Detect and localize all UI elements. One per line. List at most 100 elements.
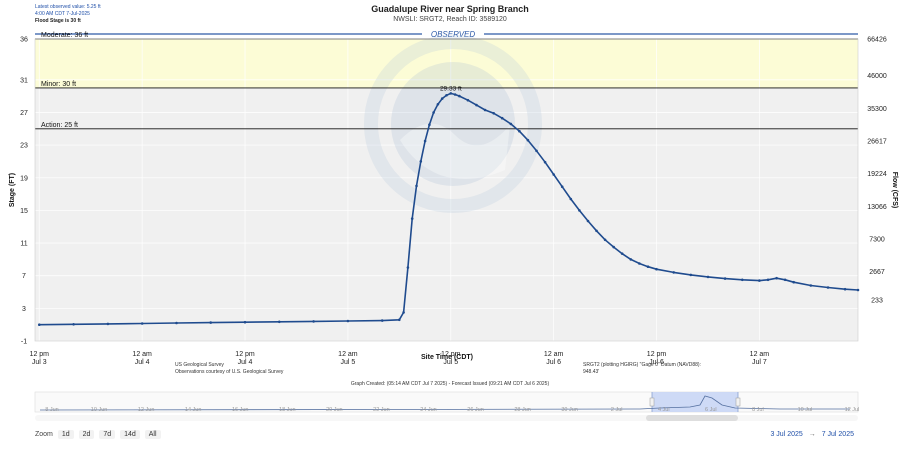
observed-point (655, 267, 658, 271)
navigator-date-label: 12 Jun (138, 407, 155, 413)
observed-point (406, 266, 410, 269)
observed-point (475, 103, 478, 107)
observed-point (741, 278, 744, 282)
observed-point (106, 322, 110, 326)
observed-point (843, 287, 847, 291)
observed-point (458, 94, 461, 98)
x-tick-label: Jul 6 (649, 359, 664, 366)
x-tick-label: Jul 7 (752, 359, 767, 366)
y-tick-label: 15 (20, 208, 28, 215)
navigator-handle-right[interactable] (735, 397, 741, 407)
observed-point (672, 271, 675, 274)
zoom-1d-button[interactable]: 1d (57, 430, 74, 439)
navigator-series (39, 395, 850, 411)
y-tick-label: 23 (20, 143, 28, 150)
y-tick-label: 31 (20, 77, 28, 84)
observed-point (38, 323, 41, 327)
observed-point (706, 275, 710, 279)
navigator-date-label: 22 Jun (373, 407, 390, 413)
y2-tick-label: 35300 (867, 106, 887, 113)
navigator-date-label: 2 Jul (611, 407, 623, 413)
navigator-date-label: 16 Jun (232, 407, 249, 413)
navigator-date-label: 14 Jun (185, 407, 202, 413)
observed-point (569, 197, 573, 201)
observed-point (856, 288, 860, 292)
observed-point (312, 320, 315, 323)
observed-point (775, 276, 778, 280)
observed-point (243, 320, 247, 324)
y2-tick-label: 66426 (867, 37, 887, 44)
x-tick-label: Jul 5 (443, 359, 458, 366)
y2-tick-label: 46000 (867, 73, 887, 80)
observed-point (509, 122, 513, 126)
y-tick-label: 27 (20, 110, 28, 117)
range-to-input[interactable]: 7 Jul 2025 (821, 431, 854, 438)
observed-point (646, 265, 650, 269)
x-tick-label: 12 am (544, 351, 564, 358)
observed-point (586, 219, 590, 223)
observed-point (466, 98, 470, 102)
courtesy-text: Observations courtesy of U.S. Geological… (175, 369, 284, 375)
observed-point (552, 173, 555, 176)
date-range: 3 Jul 2025 → 7 Jul 2025 (770, 431, 854, 438)
observed-point (423, 139, 427, 143)
zoom-2d-button[interactable]: 2d (78, 430, 95, 439)
y2-tick-label: 233 (871, 298, 883, 305)
y-tick-label: 7 (22, 273, 26, 280)
observed-point (783, 278, 787, 282)
navigator-selection (652, 392, 738, 412)
observed-point (535, 149, 538, 153)
navigator-date-label: 20 Jun (326, 407, 343, 413)
navigator-date-label: 18 Jun (279, 407, 296, 413)
zoom-controls: Zoom 1d 2d 7d 14d All (35, 430, 161, 439)
range-from-input[interactable]: 3 Jul 2025 (770, 431, 803, 438)
agency-text: US Geological Survey (175, 362, 224, 368)
observed-point (402, 311, 405, 314)
x-tick-label: 12 pm (235, 351, 255, 358)
navigator-date-label: 10 Jun (91, 407, 108, 413)
observed-point (689, 273, 693, 277)
observed-point (453, 93, 457, 96)
observed-point (595, 229, 598, 233)
plot-border (34, 38, 859, 342)
y2-tick-label: 19224 (867, 171, 887, 178)
navigator-date-label: 26 Jun (467, 407, 484, 413)
observed-point (723, 277, 727, 280)
noaa-seal-bird (400, 123, 510, 179)
y-tick-label: 19 (20, 175, 28, 182)
observed-point (440, 97, 444, 100)
observed-point (175, 321, 178, 325)
x-tick-label: 12 am (338, 351, 358, 358)
observed-point (766, 278, 770, 282)
threshold-band-2 (35, 87, 858, 341)
navigator-date-label: 4 Jul (658, 407, 670, 413)
zoom-label: Zoom (35, 431, 53, 438)
zoom-all-button[interactable]: All (144, 430, 161, 439)
x-tick-label: 12 pm (647, 351, 667, 358)
observed-point (629, 258, 633, 261)
observed-point (560, 185, 564, 188)
observed-point (526, 138, 530, 142)
y2-tick-label: 2667 (869, 269, 885, 276)
chart-title: Guadalupe River near Spring Branch (371, 4, 529, 14)
navigator-scroll-track (35, 415, 858, 421)
x-tick-label: Jul 4 (135, 359, 150, 366)
observed-point (72, 323, 75, 326)
observed-point (209, 321, 212, 324)
observed-point (419, 160, 423, 163)
range-arrow-icon: → (808, 431, 816, 438)
observed-point (792, 280, 795, 284)
datum-text: SRGT2 (plotting HGIRG) "Gage 0" Datum (N… (583, 362, 701, 368)
observed-banner-text: OBSERVED (431, 30, 476, 39)
observed-point (809, 284, 813, 287)
x-tick-label: 12 pm (30, 351, 50, 358)
threshold-label-2: Action: 25 ft (41, 122, 78, 129)
y2-axis-title: Flow (CFS) (891, 172, 898, 209)
observed-point (612, 245, 615, 249)
zoom-14d-button[interactable]: 14d (120, 430, 140, 439)
graph-created-text: Graph Created: (05:14 AM CDT Jul 7 2025)… (350, 381, 550, 387)
zoom-7d-button[interactable]: 7d (99, 430, 116, 439)
observed-point (578, 209, 581, 212)
navigator-handle-left[interactable] (649, 397, 655, 407)
observed-point (449, 92, 453, 95)
